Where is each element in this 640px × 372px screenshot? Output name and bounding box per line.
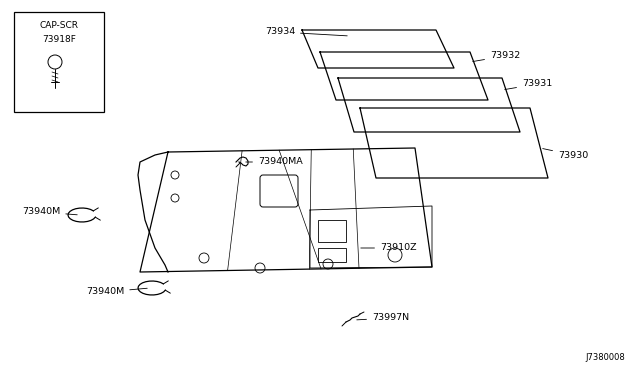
Text: 73910Z: 73910Z [361, 244, 417, 253]
Text: 73940M: 73940M [22, 208, 77, 217]
Text: 73932: 73932 [473, 51, 520, 61]
Bar [318, 248, 346, 262]
Text: 73931: 73931 [505, 80, 552, 90]
Text: 73940M: 73940M [86, 288, 147, 296]
Text: 73918F: 73918F [42, 35, 76, 44]
Text: CAP-SCR: CAP-SCR [40, 22, 79, 31]
Bar [318, 220, 346, 242]
Text: 73930: 73930 [543, 148, 588, 160]
FancyBboxPatch shape [260, 175, 298, 207]
Text: 73934: 73934 [265, 28, 348, 36]
Text: 73997N: 73997N [356, 314, 409, 323]
Text: 73940MA: 73940MA [246, 157, 303, 167]
Text: J7380008: J7380008 [585, 353, 625, 362]
Bar [14, 12, 104, 112]
